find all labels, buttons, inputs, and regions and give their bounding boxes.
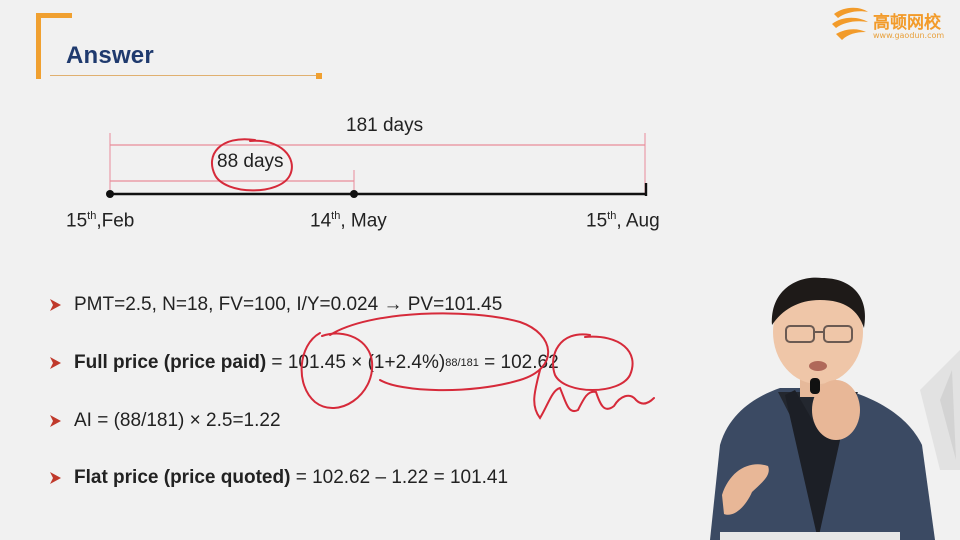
- bullet-flat-price: Flat price (price quoted) = 102.62 – 1.2…: [48, 467, 508, 489]
- point-feb: [106, 190, 114, 198]
- date-may: 14th, May: [310, 210, 387, 232]
- span-total-label: 181 days: [346, 115, 424, 136]
- bullet-full-price: Full price (price paid) = 101.45 × (1+2.…: [48, 352, 559, 374]
- bullet-accrued-interest: AI = (88/181) × 2.5=1.22: [48, 410, 281, 432]
- bullet-arrow-icon: [50, 415, 61, 427]
- brand-logo: 高顿网校 www.gaodun.com: [828, 4, 958, 48]
- gaodun-logo-icon: [832, 7, 868, 40]
- title-underline-dot: [316, 73, 322, 79]
- bullet-arrow-icon: [50, 472, 61, 484]
- title-bracket: [36, 13, 72, 79]
- timeline-diagram: [106, 133, 648, 198]
- slide-title: Answer: [66, 42, 154, 69]
- circle-full-price: [552, 333, 634, 391]
- logo-name: 高顿网校: [873, 13, 941, 33]
- presenter-video: [710, 277, 960, 540]
- squiggle-ink: [533, 369, 655, 420]
- bullet-calculator-inputs: PMT=2.5, N=18, FV=100, I/Y=0.024 → PV=10…: [48, 294, 502, 316]
- bullet-arrow-icon: [50, 357, 61, 369]
- date-feb: 15th,Feb: [66, 210, 135, 232]
- title-underline: [50, 75, 318, 76]
- bullet-arrow-icon: [50, 299, 61, 311]
- date-aug: 15th, Aug: [586, 210, 660, 232]
- span-partial-label: 88 days: [217, 151, 284, 172]
- logo-url: www.gaodun.com: [873, 31, 945, 40]
- point-may: [350, 190, 358, 198]
- right-arrow-icon: →: [383, 294, 403, 315]
